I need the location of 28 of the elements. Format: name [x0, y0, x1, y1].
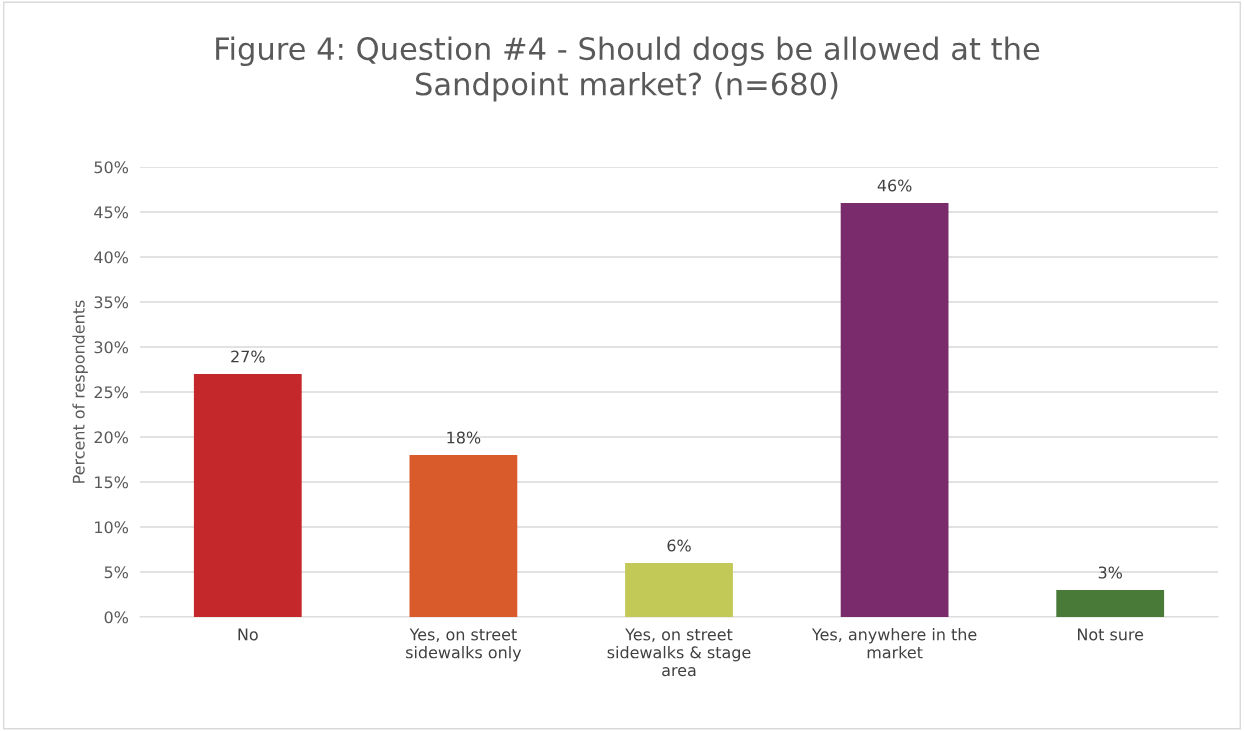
x-tick-label: No [238, 628, 258, 641]
y-tick-label: 25% [94, 386, 129, 399]
bar [840, 203, 949, 617]
data-label: 3% [1098, 566, 1122, 579]
bar [193, 374, 302, 617]
data-label: 46% [877, 179, 912, 192]
bar [409, 455, 518, 617]
y-tick-label: 15% [95, 476, 129, 489]
y-tick-label: 30% [94, 341, 129, 354]
y-tick-label: 50% [94, 161, 129, 174]
data-label: 18% [447, 431, 481, 444]
data-label: 6% [667, 539, 691, 552]
y-tick-label: 40% [94, 251, 129, 264]
y-tick-label: 35% [94, 296, 129, 309]
x-tick-label: Yes, on street sidewalks only [406, 628, 522, 662]
x-tick-label: Yes, on street sidewalks & stage area [607, 628, 751, 677]
y-tick-label: 10% [95, 521, 129, 534]
data-label: 27% [231, 350, 265, 363]
y-tick-label: 20% [94, 431, 129, 444]
y-tick-label: 0% [104, 611, 129, 624]
x-tick-label: Not sure [1078, 628, 1144, 641]
bar [625, 563, 733, 617]
y-axis-title: Percent of respondents [72, 300, 88, 483]
y-tick-label: 5% [104, 566, 129, 579]
y-tick-label: 45% [94, 206, 129, 219]
bar [1056, 590, 1165, 617]
x-tick-label: Yes, anywhere in the market [811, 628, 977, 659]
chart-title: Figure 4: Question #4 - Should dogs be allowed at the Sandpoint market? (n=680) [216, 36, 1040, 102]
